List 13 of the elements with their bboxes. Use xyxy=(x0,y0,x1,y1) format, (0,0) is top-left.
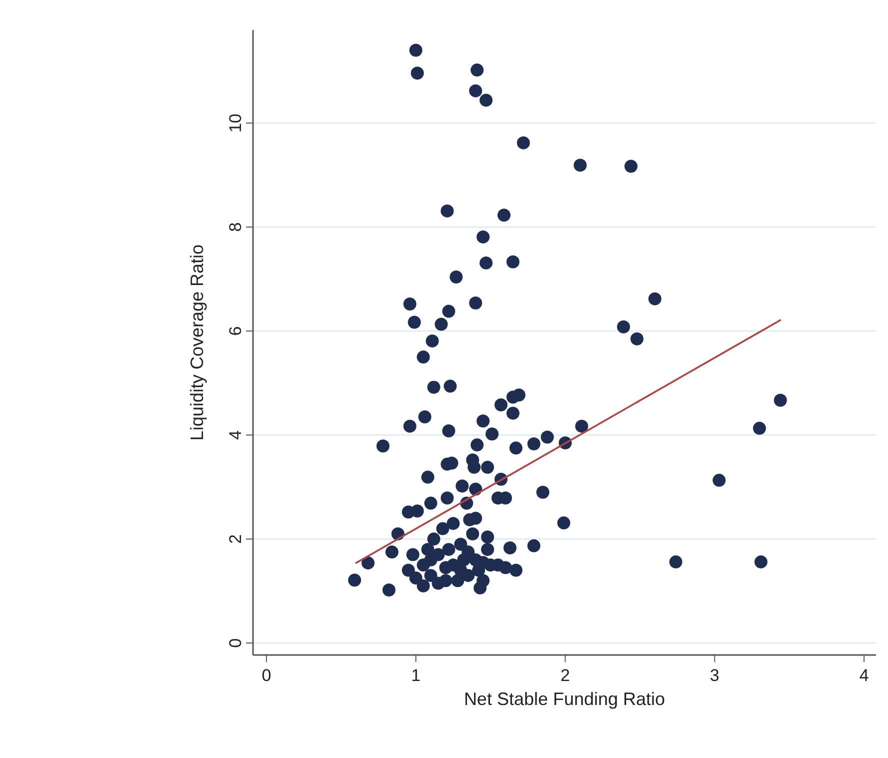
x-tick-label: 0 xyxy=(262,666,272,685)
x-tick-label: 4 xyxy=(859,666,869,685)
x-tick-label: 1 xyxy=(411,666,421,685)
y-axis-title: Liquidity Coverage Ratio xyxy=(187,244,207,441)
y-tick-label: 6 xyxy=(226,326,245,336)
x-axis-title: Net Stable Funding Ratio xyxy=(464,689,666,709)
x-tick-label: 3 xyxy=(710,666,720,685)
y-tick-label: 0 xyxy=(226,638,245,648)
y-tick-label: 2 xyxy=(226,534,245,544)
y-tick-label: 4 xyxy=(226,430,245,440)
y-tick-label: 8 xyxy=(226,222,245,232)
x-tick-label: 2 xyxy=(560,666,570,685)
y-tick-label: 10 xyxy=(226,114,245,133)
